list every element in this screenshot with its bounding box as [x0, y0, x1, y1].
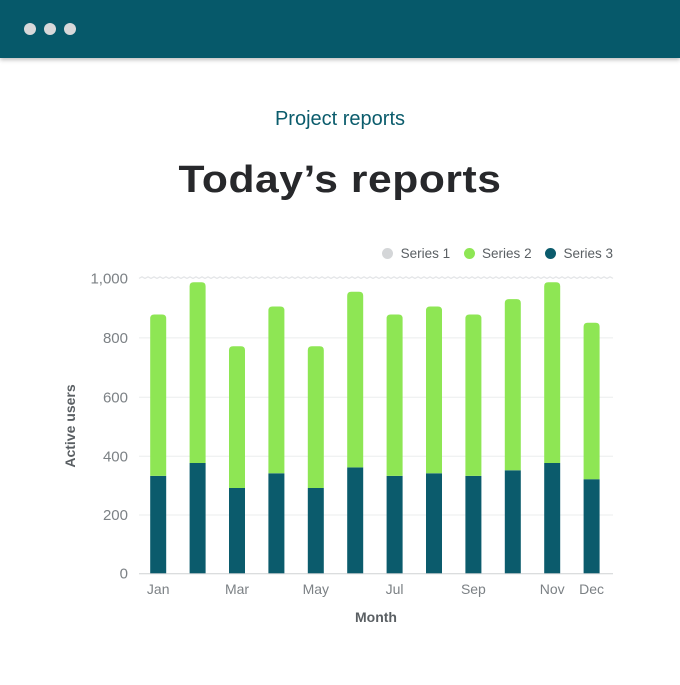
- svg-text:Nov: Nov: [540, 581, 565, 597]
- svg-text:Sep: Sep: [461, 581, 486, 597]
- svg-text:Jan: Jan: [147, 581, 170, 597]
- svg-text:400: 400: [103, 448, 128, 465]
- svg-text:0: 0: [120, 566, 128, 583]
- svg-text:May: May: [303, 581, 329, 597]
- svg-text:Mar: Mar: [225, 581, 249, 597]
- svg-text:Dec: Dec: [579, 581, 604, 597]
- svg-text:1,000: 1,000: [90, 270, 128, 287]
- svg-text:200: 200: [103, 507, 128, 524]
- svg-text:Jul: Jul: [386, 581, 404, 597]
- svg-text:Month: Month: [355, 609, 397, 625]
- svg-text:600: 600: [103, 389, 128, 406]
- svg-text:Active users: Active users: [62, 384, 78, 467]
- svg-text:800: 800: [103, 330, 128, 347]
